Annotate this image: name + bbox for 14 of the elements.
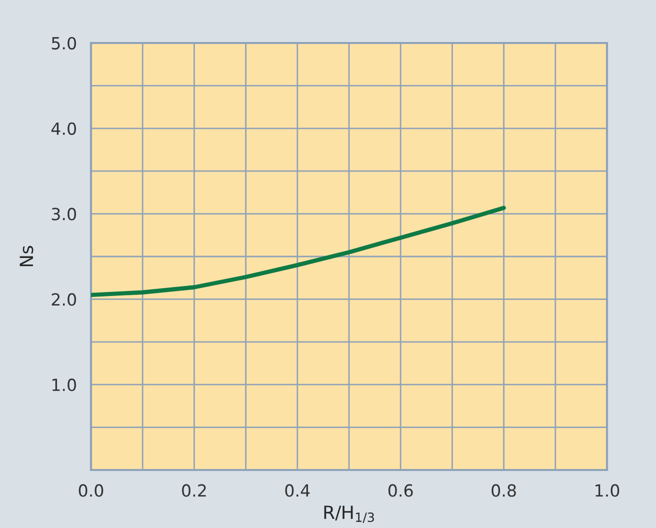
y-axis-title: Ns: [20, 246, 34, 266]
y-tick-label: 2.0: [52, 293, 76, 306]
x-tick-label: 0.6: [388, 484, 413, 497]
y-tick-label: 1.0: [52, 378, 76, 392]
y-tick-label: 4.0: [51, 122, 76, 135]
x-tick-label: 0.0: [78, 484, 104, 497]
x-tick-label: 0.8: [492, 484, 516, 497]
x-tick-label: 1.0: [596, 484, 620, 497]
x-tick-label: 0.2: [182, 484, 206, 497]
x-axis-title: R/H$_{1/3}$: [324, 506, 374, 524]
line-series: [91, 206, 506, 298]
y-tick-label: 5.0: [52, 36, 76, 50]
y-tick-label: 3.0: [52, 208, 76, 220]
x-tick-label: 0.4: [285, 484, 310, 497]
